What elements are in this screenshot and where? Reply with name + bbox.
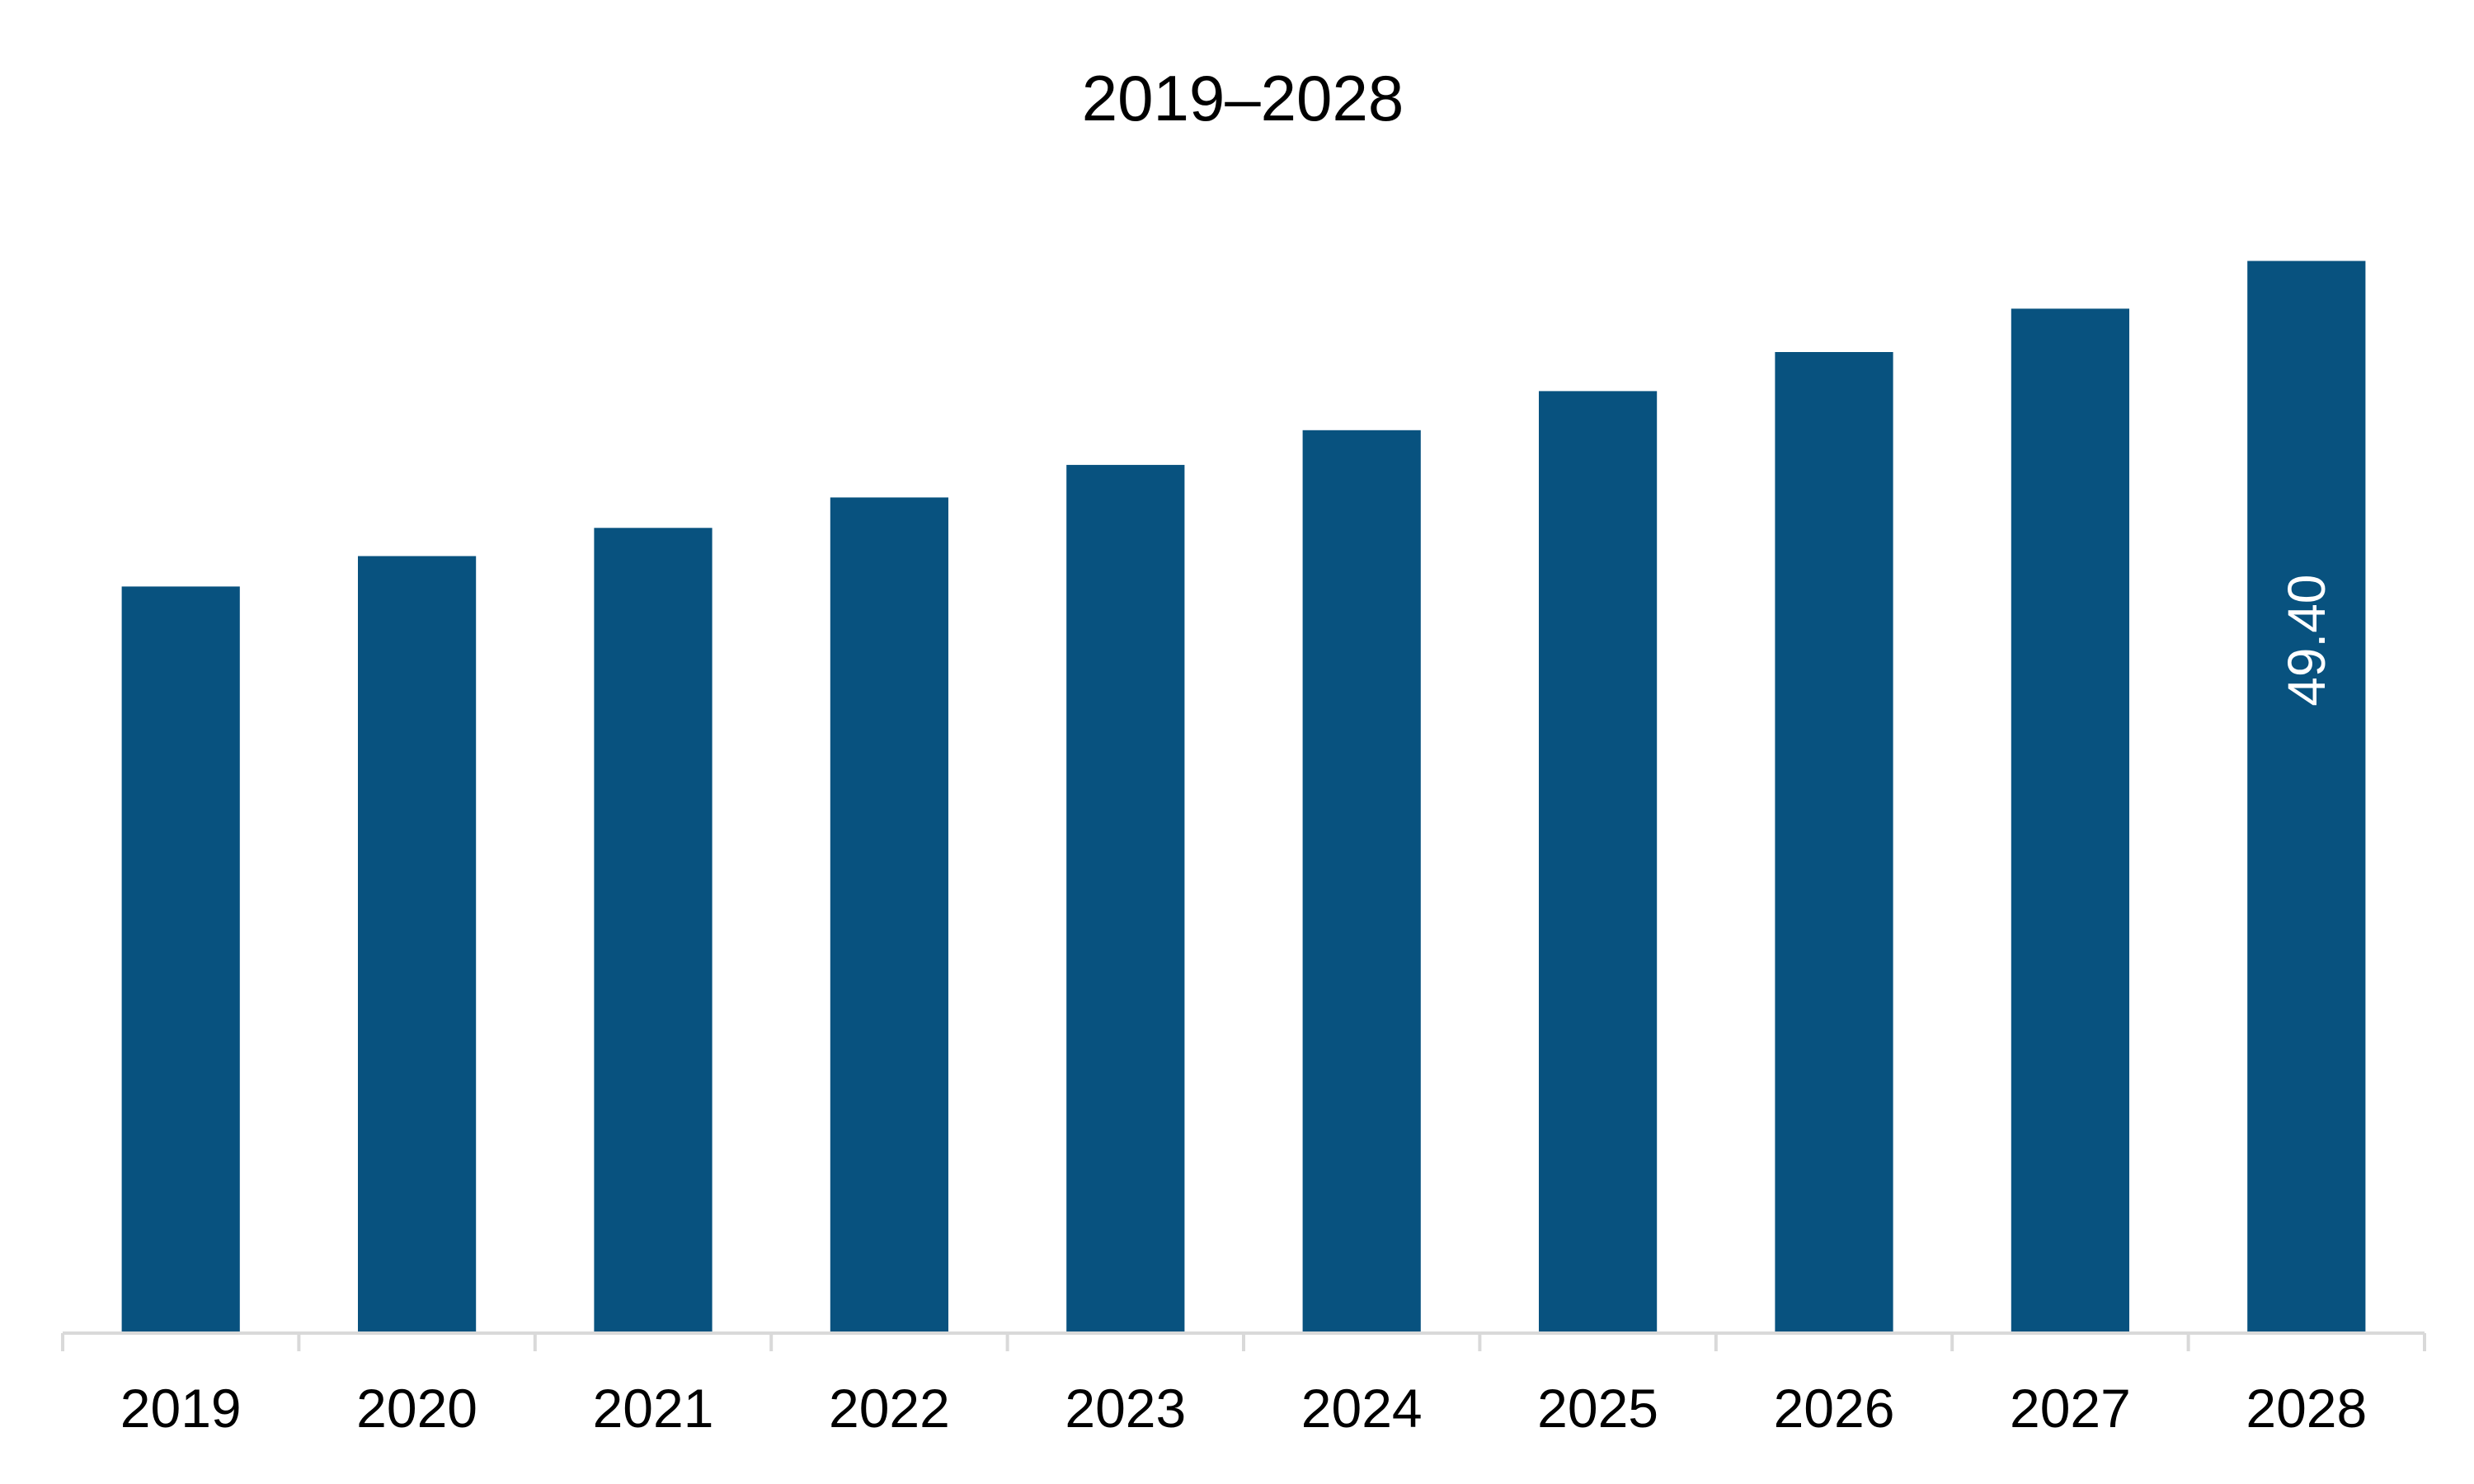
x-tick-label-2023: 2023 [1065,1378,1186,1439]
x-axis [61,1331,2426,1351]
x-tick-label-2025: 2025 [1537,1378,1658,1439]
x-tick-label-2019: 2019 [120,1378,242,1439]
x-tick-label-2024: 2024 [1301,1378,1423,1439]
bar-2024 [1302,430,1421,1333]
chart-title: 2019–2028 [1082,62,1404,134]
bar-2019 [121,586,240,1333]
bar-2022 [830,497,948,1333]
bar-2028 [2247,261,2366,1333]
x-tick-label-2028: 2028 [2246,1378,2367,1439]
data-label-2028: 49.40 [2277,575,2336,707]
x-tick-label-2027: 2027 [2010,1378,2131,1439]
x-tick-label-2022: 2022 [829,1378,950,1439]
x-tick-label-2026: 2026 [1774,1378,1895,1439]
bar-2025 [1539,391,1658,1333]
bars-group [121,261,2366,1333]
bar-2020 [358,556,477,1333]
x-axis-tick-labels: 2019 2020 2021 2022 2023 2024 2025 2026 2027 2028 [120,1378,2367,1439]
x-tick-label-2021: 2021 [593,1378,714,1439]
bar-2021 [594,528,713,1333]
bar-2027 [2011,308,2129,1333]
x-tick-label-2020: 2020 [356,1378,477,1439]
bar-2026 [1775,352,1893,1333]
bar-2023 [1066,464,1185,1333]
data-labels: 49.40 [2277,575,2336,707]
